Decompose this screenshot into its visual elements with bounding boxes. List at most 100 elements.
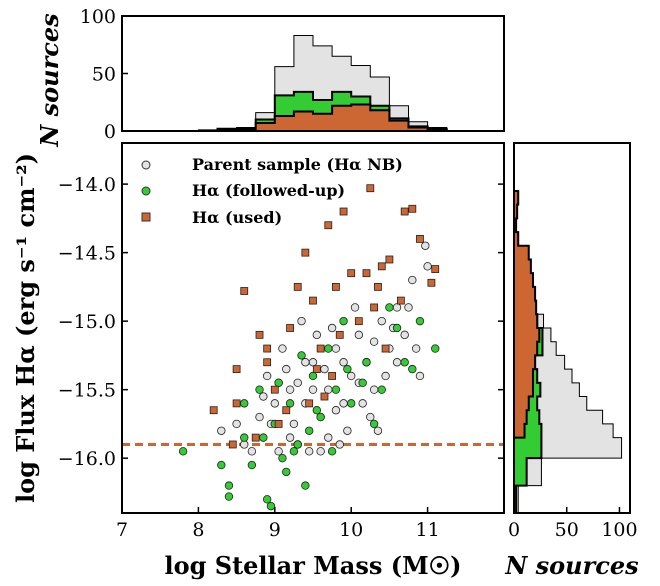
scatter-point-parent (270, 399, 279, 408)
scatter-point-parent (392, 303, 402, 312)
scatter-point-parent (316, 447, 325, 456)
scatter-point-used (324, 221, 333, 230)
scatter-point-followed (278, 453, 287, 463)
scatter-point-parent (331, 406, 341, 415)
scatter-point-followed (392, 323, 402, 333)
right-x-label: N sources (504, 551, 639, 580)
scatter-point-followed (274, 378, 283, 388)
top-ytick-label: 50 (92, 64, 116, 86)
scatter-point-parent (278, 344, 287, 353)
scatter-point-used (240, 287, 249, 295)
scatter-point-parent (289, 419, 299, 429)
top-ytick-label: 0 (104, 121, 116, 143)
scatter-point-parent (377, 316, 386, 326)
scatter-point-parent (285, 385, 295, 394)
scatter-point-used (431, 265, 440, 273)
scatter-point-followed (431, 344, 440, 353)
scatter-point-followed (343, 364, 352, 374)
scatter-point-followed (304, 426, 314, 435)
scatter-point-used (335, 330, 344, 339)
scatter-point-followed (377, 385, 386, 394)
scatter-point-followed (240, 399, 249, 408)
scatter-point-parent (415, 371, 425, 381)
scatter-point-used (316, 344, 325, 353)
scatter-point-used (427, 278, 436, 287)
scatter-point-used (377, 262, 386, 271)
scatter-point-parent (301, 358, 310, 367)
scatter-point-parent (297, 316, 306, 326)
scatter-point-followed (247, 460, 257, 470)
scatter-point-used (339, 207, 348, 216)
legend-label-followed: Hα (followed-up) (192, 181, 345, 200)
scatter-point-used (408, 204, 417, 213)
scatter-point-used (232, 399, 241, 408)
scatter-point-parent (327, 323, 337, 333)
scatter-point-followed (331, 385, 341, 394)
scatter-point-followed (316, 412, 325, 422)
scatter-point-parent (293, 378, 302, 388)
scatter-point-parent (358, 399, 367, 408)
top-hist-series-2 (198, 103, 448, 132)
scatter-point-parent (320, 364, 329, 374)
scatter-point-followed (415, 316, 425, 326)
top-histogram: 0 50 100 N sources (35, 6, 505, 148)
scatter-point-parent (400, 330, 409, 340)
scatter-point-followed (285, 399, 295, 408)
scatter-point-parent (421, 241, 430, 250)
scatter-point-used (270, 385, 279, 394)
x-tick-label: 8 (192, 519, 204, 541)
scatter-point-parent (247, 447, 257, 456)
scatter-point-used (362, 269, 371, 278)
scatter-point-parent (232, 419, 241, 429)
scatter-point-used (332, 282, 340, 291)
x-tick-label: 10 (339, 519, 363, 541)
scatter-point-parent (308, 385, 318, 394)
y-axis-label: log Flux Hα (erg s⁻¹ cm⁻²) (11, 153, 40, 503)
scatter-point-followed (224, 492, 234, 501)
scatter-point-used (366, 184, 375, 193)
x-tick-label: 11 (416, 519, 440, 541)
y-tick-label: −15.5 (58, 380, 116, 402)
scatter-point-followed (327, 447, 337, 456)
scatter-point-used (263, 344, 272, 353)
scatter-point-followed (358, 378, 367, 388)
scatter-point-followed (224, 481, 234, 490)
scatter-point-used (396, 296, 405, 305)
scatter-point-followed (312, 406, 322, 415)
legend-label-used: Hα (used) (192, 208, 282, 227)
scatter-point-used (374, 282, 382, 291)
scatter-point-used (228, 440, 237, 449)
y-tick-label: −14.5 (58, 243, 116, 265)
scatter-point-parent (381, 371, 390, 381)
scatter-point-followed (339, 316, 348, 326)
scatter-point-used (400, 207, 409, 216)
scatter-point-followed (262, 495, 272, 504)
scatter-point-used (385, 255, 394, 264)
scatter-point-parent (324, 433, 333, 442)
legend-label-parent: Parent sample (Hα NB) (192, 155, 403, 174)
scatter-point-parent (366, 412, 375, 422)
scatter-point-used (293, 282, 302, 291)
scatter-point-followed (369, 419, 379, 429)
right-hist-series-2 (513, 189, 541, 513)
scatter-point-used (255, 330, 264, 339)
x-tick-label: 7 (116, 519, 128, 541)
scatter-point-used (251, 433, 260, 442)
legend: Parent sample (Hα NB) Hα (followed-up) H… (141, 155, 403, 227)
x-axis-label: log Stellar Mass (M☉) (164, 551, 461, 580)
scatter-point-parent (285, 433, 295, 442)
scatter-point-parent (255, 412, 264, 422)
scatter-point-used (347, 269, 356, 278)
scatter-point-followed (217, 460, 226, 470)
scatter-point-used (309, 296, 317, 305)
scatter-point-parent (259, 392, 268, 401)
scatter-point-followed (297, 351, 306, 360)
scatter-point-parent (350, 303, 360, 312)
scatter-point-parent (262, 371, 272, 381)
y-tick-label: −14.0 (58, 174, 116, 196)
scatter-point-followed (324, 344, 333, 353)
scatter-point-parent (304, 447, 314, 456)
scatter-point-parent (347, 371, 356, 381)
scatter-point-used (286, 324, 294, 332)
right-xtick-label: 0 (508, 519, 520, 541)
